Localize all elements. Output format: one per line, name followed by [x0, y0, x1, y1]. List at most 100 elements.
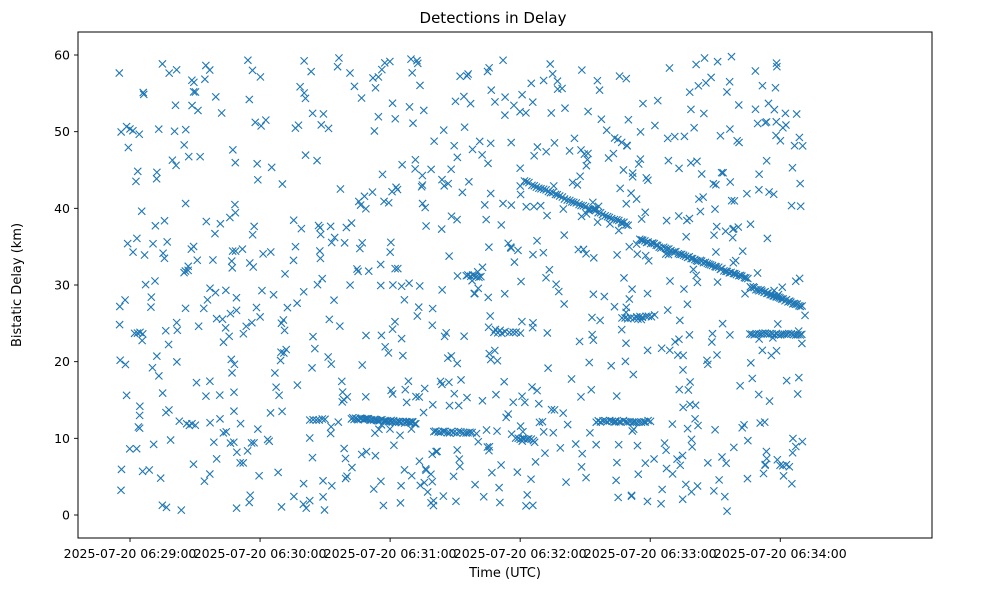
detection-point	[614, 440, 623, 449]
detection-point	[521, 108, 530, 117]
detection-point	[485, 63, 494, 72]
detection-point	[414, 303, 423, 312]
detection-point	[270, 368, 279, 377]
detection-point	[709, 179, 718, 188]
detection-point	[308, 109, 317, 118]
detection-point	[447, 427, 456, 436]
detection-point	[533, 236, 542, 245]
detection-point	[138, 329, 147, 338]
detection-point	[686, 377, 695, 386]
detection-point	[491, 390, 500, 399]
detection-point	[559, 409, 568, 418]
detection-point	[507, 138, 516, 147]
detection-point	[573, 180, 582, 189]
detection-point	[801, 311, 810, 320]
detection-point	[364, 267, 373, 276]
detection-point	[135, 130, 144, 139]
detection-point	[788, 434, 797, 443]
detection-point	[211, 92, 220, 101]
detection-point	[501, 93, 510, 102]
detection-point	[577, 212, 586, 221]
detection-point	[616, 184, 625, 193]
detection-point	[138, 467, 147, 476]
detection-point	[450, 141, 459, 150]
detection-point	[644, 416, 653, 425]
detection-point	[454, 401, 463, 410]
detection-point	[391, 114, 400, 123]
detection-point	[493, 427, 502, 436]
detection-point	[542, 147, 551, 156]
detection-point	[740, 420, 749, 429]
detection-point	[622, 339, 630, 348]
detection-point	[135, 402, 144, 411]
detection-point	[582, 209, 591, 218]
detection-point	[479, 492, 488, 501]
detection-point	[633, 315, 642, 324]
detection-point	[228, 263, 237, 272]
detection-point	[583, 155, 592, 164]
detection-point	[463, 393, 471, 402]
detection-point	[377, 331, 386, 340]
detection-point	[238, 245, 247, 254]
detection-point	[226, 439, 235, 448]
detection-point	[623, 314, 632, 323]
detection-point	[478, 150, 487, 159]
detection-point	[637, 215, 646, 223]
detection-point	[482, 426, 491, 434]
detection-point	[641, 459, 650, 468]
detection-point	[226, 309, 235, 318]
detection-point	[404, 377, 413, 386]
detection-point	[397, 282, 406, 291]
detection-point	[746, 358, 755, 367]
detection-point	[665, 346, 674, 355]
detection-point	[539, 427, 548, 436]
detection-point	[371, 83, 380, 92]
detection-point	[445, 401, 454, 410]
detection-point	[613, 135, 622, 144]
detection-point	[713, 278, 722, 287]
detection-point	[624, 115, 633, 124]
detection-point	[415, 81, 424, 90]
detection-point	[773, 455, 782, 464]
detection-point	[376, 281, 385, 290]
detection-point	[374, 112, 383, 121]
detection-point	[376, 477, 385, 486]
detection-point	[534, 184, 543, 193]
detection-point	[516, 422, 525, 431]
detection-point	[593, 76, 602, 85]
detection-point	[693, 257, 702, 266]
detection-point	[422, 222, 431, 231]
detection-point	[622, 303, 631, 312]
detection-point	[741, 289, 750, 298]
detection-point	[158, 389, 167, 398]
detection-point	[499, 56, 508, 65]
detection-point	[561, 104, 569, 113]
detection-point	[646, 417, 655, 426]
detection-point	[388, 389, 397, 398]
detection-point	[337, 377, 346, 386]
detection-point	[689, 265, 698, 274]
detection-point	[674, 212, 683, 220]
detection-point	[172, 318, 181, 327]
detection-point	[787, 479, 796, 488]
detection-point	[722, 459, 731, 468]
detection-point	[243, 56, 252, 65]
detection-point	[679, 251, 688, 260]
detection-point	[215, 414, 224, 423]
detection-point	[646, 239, 655, 248]
detection-point	[713, 350, 722, 359]
detection-point	[400, 465, 409, 474]
detection-point	[496, 326, 505, 335]
detection-point	[545, 265, 554, 274]
detection-point	[320, 505, 329, 514]
detection-point	[720, 492, 729, 501]
detection-point	[570, 134, 579, 143]
y-tick-label: 50	[54, 124, 70, 139]
detection-point	[468, 276, 477, 285]
detection-point	[333, 62, 342, 71]
detection-point	[184, 262, 193, 271]
detection-point	[299, 500, 308, 509]
detection-point	[716, 131, 725, 140]
detection-point	[208, 255, 217, 264]
